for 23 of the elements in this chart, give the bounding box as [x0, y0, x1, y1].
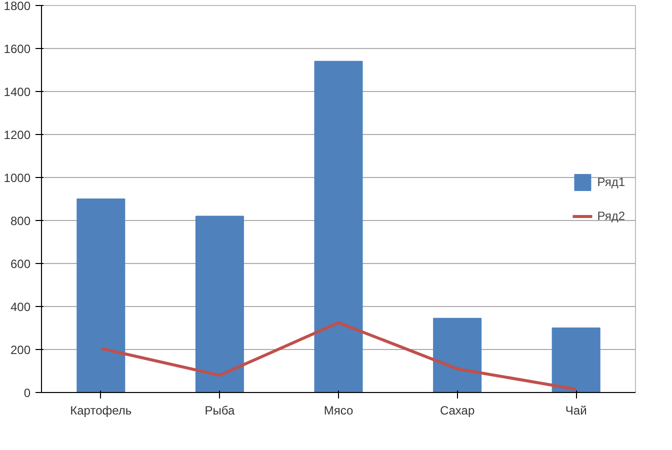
y-tick-label: 600	[10, 257, 31, 271]
bar	[76, 198, 126, 392]
x-tick-label: Рыба	[204, 404, 235, 418]
bar	[314, 60, 363, 392]
line-series	[99, 321, 578, 391]
legend-label: Ряд2	[597, 208, 625, 222]
y-tick-label: 1000	[4, 171, 31, 185]
x-tick-label: Мясо	[324, 404, 354, 418]
bar	[195, 216, 244, 392]
bar	[433, 318, 482, 392]
x-tick-label: Картофель	[70, 404, 132, 418]
y-tick-label: 1200	[4, 128, 31, 142]
y-tick-label: 800	[10, 214, 31, 228]
y-tick-label: 400	[10, 300, 31, 314]
y-tick-label: 1400	[4, 85, 31, 99]
bar	[552, 328, 600, 392]
y-tick-label: 1600	[4, 42, 31, 56]
legend-label: Ряд1	[597, 174, 625, 188]
y-tick-label: 0	[24, 386, 31, 400]
y-tick-label: 200	[10, 343, 31, 357]
y-tick-label: 1800	[4, 0, 31, 13]
x-tick-label: Чай	[565, 404, 587, 418]
x-tick-label: Сахар	[440, 404, 475, 418]
